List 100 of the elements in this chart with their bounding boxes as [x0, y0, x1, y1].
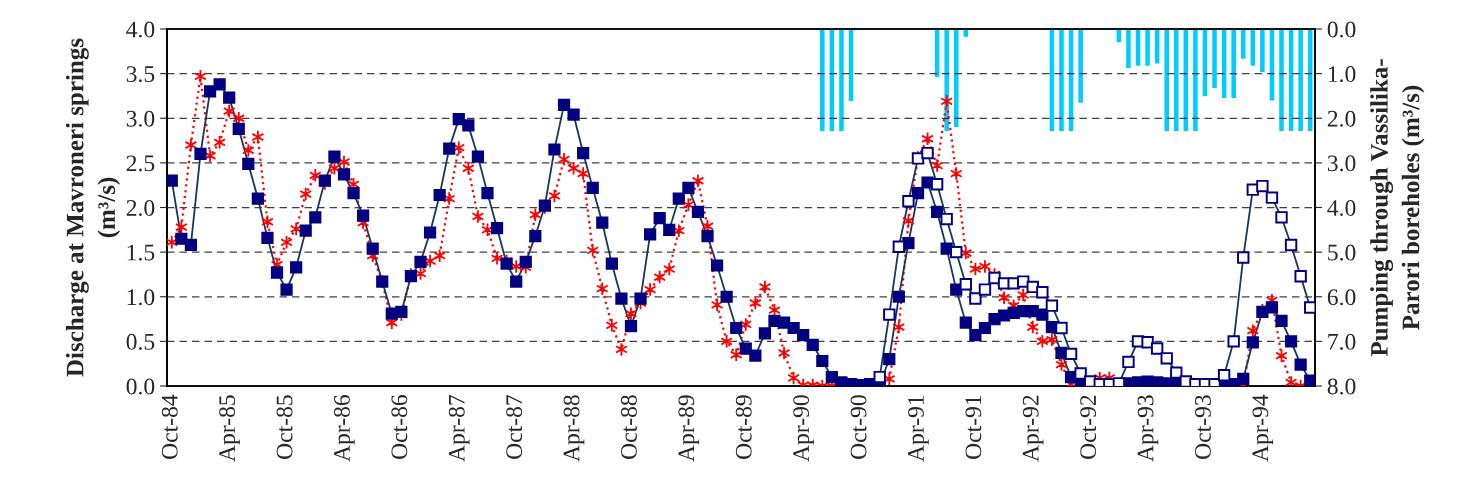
- y2-tick-label: 8.0: [1327, 378, 1356, 395]
- point: [978, 283, 992, 296]
- bar: [1191, 29, 1200, 133]
- bar: [1143, 29, 1152, 68]
- bar: [1220, 29, 1228, 100]
- x-tick-label: Apr-94: [1252, 394, 1274, 462]
- bar: [1249, 29, 1257, 68]
- bar: [933, 29, 941, 79]
- point: [1256, 179, 1269, 193]
- point: [959, 278, 972, 291]
- y2-axis-title: Pumping through Vassilika- Parori boreholes (m³/s): [1370, 59, 1425, 357]
- y2-tick-label: 0.0: [1327, 21, 1356, 38]
- bar: [1153, 29, 1161, 65]
- x-tick-label: Oct-90: [850, 395, 867, 459]
- bar: [818, 29, 826, 133]
- y2-tick-label: 2.0: [1327, 110, 1356, 127]
- bar: [1048, 29, 1056, 133]
- bar: [1230, 29, 1238, 100]
- point: [873, 370, 886, 384]
- bar: [1124, 29, 1133, 70]
- point: [1064, 347, 1078, 361]
- point: [950, 245, 963, 259]
- point: [1045, 299, 1059, 312]
- y-tick-label: 4.0: [126, 21, 155, 38]
- point: [1170, 366, 1183, 379]
- x-tick-label: Apr-89: [678, 395, 700, 462]
- x-tick-label: Apr-87: [448, 395, 470, 462]
- x-tick-label: Oct-87: [506, 395, 523, 459]
- y-tick-label: 0.5: [126, 333, 155, 350]
- point: [1284, 238, 1298, 252]
- point: [1055, 321, 1068, 335]
- bar: [1057, 29, 1066, 133]
- bar: [1296, 29, 1305, 133]
- y-tick-label: 3.5: [126, 66, 155, 83]
- bar: [837, 29, 846, 133]
- bar: [1287, 29, 1295, 133]
- point: [1122, 355, 1135, 369]
- point: [1227, 335, 1240, 348]
- y-tick-label: 2.0: [126, 199, 155, 217]
- bar: [1306, 29, 1314, 133]
- bar: [1201, 29, 1209, 98]
- y-tick-label: 1.0: [127, 289, 155, 306]
- point: [921, 146, 934, 160]
- x-tick-label: Oct-91: [965, 395, 982, 459]
- y-axis-title: Discharge at Mavroneri springs (m³/s): [65, 38, 121, 377]
- bar: [1210, 29, 1219, 90]
- y-tick-label: 2.5: [126, 155, 155, 172]
- point: [1265, 191, 1279, 204]
- x-tick-label: Oct-88: [620, 395, 637, 459]
- x-tick-label: Apr-86: [333, 395, 355, 462]
- point: [1304, 301, 1315, 314]
- x-tick-label: Apr-90: [793, 395, 814, 462]
- bar: [1182, 29, 1190, 133]
- x-tick-label: Oct-85: [276, 395, 293, 459]
- y-tick-label: 0.0: [126, 378, 155, 395]
- x-tick-label: Oct-86: [391, 395, 408, 459]
- x-tick-label: Apr-91: [908, 395, 929, 462]
- point: [1217, 369, 1231, 382]
- point: [1150, 342, 1164, 355]
- bar: [1134, 29, 1142, 68]
- x-tick-label: Apr-92: [1022, 395, 1044, 462]
- bar: [1163, 29, 1171, 133]
- y2-tick-label: 7.0: [1328, 333, 1356, 350]
- bar: [952, 29, 960, 129]
- point: [902, 195, 915, 208]
- bar: [1076, 29, 1085, 105]
- point: [1275, 211, 1288, 224]
- x-tick-label: Apr-85: [219, 395, 240, 462]
- x-tick-label: Oct-93: [1195, 395, 1211, 459]
- bar: [1268, 29, 1276, 102]
- y-tick-label: 1.5: [127, 244, 155, 261]
- y2-tick-label: 5.0: [1328, 244, 1356, 261]
- point: [1017, 275, 1030, 288]
- x-tick-label: Apr-88: [563, 395, 585, 462]
- bar: [1239, 29, 1247, 61]
- x-tick-label: Oct-92: [1080, 395, 1097, 459]
- point: [1141, 336, 1154, 349]
- y-tick-label: 3.0: [126, 110, 155, 127]
- bar: [847, 29, 855, 103]
- bar: [1172, 29, 1180, 133]
- point: [940, 212, 953, 226]
- point: [1036, 286, 1049, 299]
- point: [883, 308, 896, 321]
- point: [1294, 270, 1307, 283]
- x-tick-label: Oct-89: [735, 395, 752, 459]
- y2-tick-label: 1.0: [1328, 66, 1356, 83]
- bar: [1115, 29, 1123, 44]
- bar: [1277, 29, 1286, 133]
- x-tick-label: Oct-84: [161, 394, 178, 459]
- x-tick-label: Apr-93: [1137, 395, 1159, 462]
- point: [969, 292, 982, 305]
- point: [930, 178, 944, 191]
- point: [1160, 352, 1173, 365]
- y2-tick-label: 6.0: [1327, 289, 1356, 306]
- bar: [1258, 29, 1267, 74]
- y2-tick-label: 4.0: [1327, 199, 1356, 217]
- y2-tick-label: 3.0: [1327, 155, 1356, 172]
- bar: [1067, 29, 1075, 133]
- point: [1237, 251, 1250, 264]
- bar: [828, 29, 836, 133]
